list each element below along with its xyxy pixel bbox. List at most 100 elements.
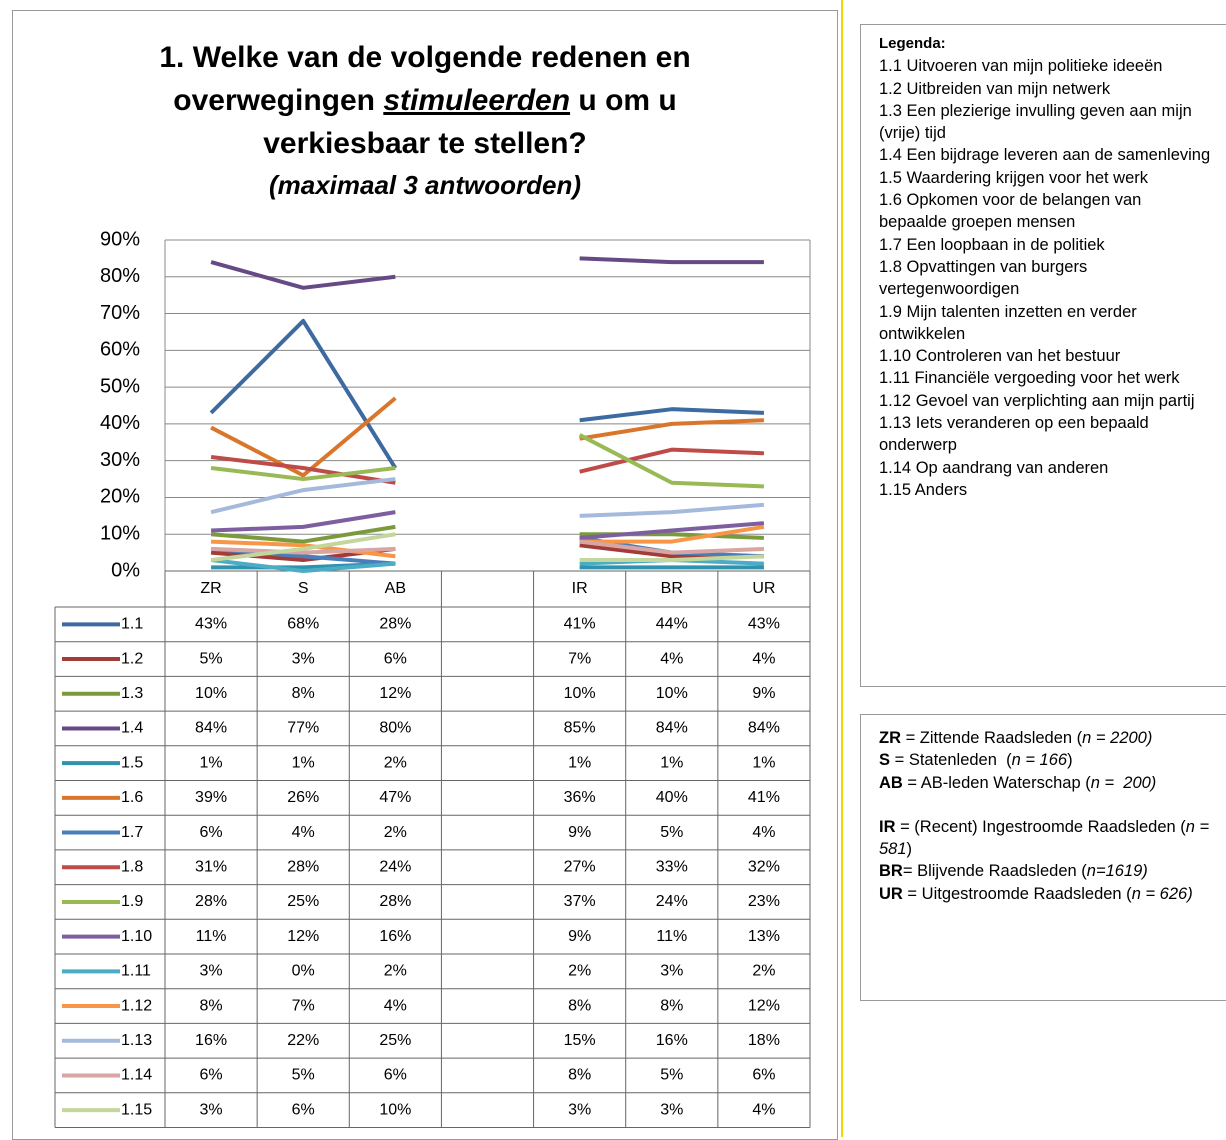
chart-subtitle: (maximaal 3 antwoorden) — [268, 170, 582, 200]
data-label: 9% — [568, 928, 591, 945]
definition-n: n = 581 — [879, 817, 1214, 859]
data-label: 43% — [748, 616, 780, 633]
legend-item: 1.13 Iets veranderen op een bepaald onde… — [879, 414, 1149, 455]
x-tick-label: S — [298, 580, 309, 597]
data-label: 4% — [384, 997, 407, 1014]
y-tick-label: 60% — [100, 339, 140, 361]
data-label: 7% — [568, 650, 591, 667]
data-label: 9% — [568, 824, 591, 841]
data-label: 6% — [200, 1067, 223, 1084]
data-label: 8% — [568, 997, 591, 1014]
data-label: 24% — [379, 858, 411, 875]
data-label: 41% — [748, 789, 780, 806]
legend-label: 1.5 — [121, 754, 143, 771]
data-label: 3% — [660, 963, 683, 980]
definitions-box: ZR = Zittende Raadsleden (n = 2200) S = S… — [860, 714, 1226, 1001]
definition-n: n = 166 — [1011, 751, 1068, 770]
legend-box: Legenda: 1.1 Uitvoeren van mijn politiek… — [860, 24, 1226, 687]
legend-label: 1.9 — [121, 893, 143, 910]
definition: AB = AB-leden Waterschap (n = 200) — [879, 772, 1211, 794]
title-emphasis: stimuleerden — [383, 84, 571, 117]
data-label: 5% — [660, 824, 683, 841]
definition-text: ) — [1067, 751, 1073, 770]
chart-title: 1. Welke van de volgende redenen en over… — [75, 36, 775, 205]
data-label: 23% — [748, 893, 780, 910]
legend-item: 1.10 Controleren van het bestuur — [879, 347, 1121, 366]
data-label: 6% — [752, 1067, 775, 1084]
definition-n: n = 200) — [1090, 773, 1157, 792]
data-label: 8% — [660, 997, 683, 1014]
data-label: 3% — [660, 1101, 683, 1118]
definition-text: = (Recent) Ingestroomde Raadsleden ( — [895, 817, 1186, 836]
legend-item: 1.11 Financiële vergoeding voor het werk — [879, 369, 1180, 388]
data-label: 10% — [379, 1101, 411, 1118]
x-tick-label: BR — [661, 580, 683, 597]
data-label: 2% — [384, 754, 407, 771]
data-label: 2% — [384, 824, 407, 841]
definition-abbr: IR — [879, 817, 896, 836]
y-tick-label: 20% — [100, 486, 140, 508]
data-label: 12% — [379, 685, 411, 702]
y-tick-label: 0% — [111, 559, 140, 581]
definition-n: n = 626) — [1131, 884, 1193, 903]
definition-abbr: S — [879, 751, 891, 770]
data-label: 9% — [752, 685, 775, 702]
legend-item: 1.4 Een bijdrage leveren aan de samenlev… — [879, 146, 1211, 165]
legend-heading: Legenda: — [879, 35, 946, 52]
legend-label: 1.4 — [121, 720, 143, 737]
y-tick-label: 40% — [100, 412, 140, 434]
definition-n: n = 2200) — [1082, 729, 1153, 747]
data-label: 40% — [656, 789, 688, 806]
data-label: 2% — [568, 963, 591, 980]
data-label: 3% — [568, 1101, 591, 1118]
data-label: 4% — [752, 650, 775, 667]
legend-item: 1.1 Uitvoeren van mijn politieke ideeën — [879, 57, 1163, 76]
legend-item: 1.5 Waardering krijgen voor het werk — [879, 168, 1149, 187]
legend-item: 1.14 Op aandrang van anderen — [879, 458, 1109, 477]
legend-label: 1.10 — [121, 928, 152, 945]
definition: UR = Uitgestroomde Raadsleden (n = 626) — [879, 883, 1211, 905]
series-line — [210, 524, 765, 559]
data-label: 6% — [384, 650, 407, 667]
definition: S = Statenleden (n = 166) — [879, 749, 1211, 771]
data-label: 22% — [287, 1032, 319, 1049]
definition-n: n=1619) — [1086, 862, 1148, 881]
definition-text: = Statenleden ( — [890, 751, 1012, 770]
data-label: 1% — [568, 754, 591, 771]
data-label: 84% — [748, 720, 780, 737]
definition: BR= Blijvende Raadsleden (n=1619) — [879, 860, 1211, 882]
definition: ZR = Zittende Raadsleden (n = 2200) — [879, 727, 1211, 749]
data-label: 5% — [292, 1067, 315, 1084]
definition-text: = Zittende Raadsleden ( — [901, 729, 1083, 747]
definition-text: ) — [906, 840, 913, 859]
data-label: 13% — [748, 928, 780, 945]
x-tick-label: UR — [752, 580, 775, 597]
data-label: 3% — [200, 1101, 223, 1118]
legend-item: 1.9 Mijn talenten inzetten en verder ont… — [879, 302, 1137, 343]
series-line — [210, 510, 765, 540]
definition-abbr: BR — [879, 862, 903, 881]
x-tick-label: IR — [572, 580, 588, 597]
legend-label: 1.7 — [121, 824, 143, 841]
data-label: 25% — [379, 1032, 411, 1049]
data-label: 1% — [292, 754, 315, 771]
legend-item: 1.12 Gevoel van verplichting aan mijn pa… — [879, 391, 1195, 410]
data-label: 1% — [660, 754, 683, 771]
legend-item: 1.3 Een plezierige invulling geven aan m… — [879, 101, 1192, 143]
legend-label: 1.15 — [121, 1101, 152, 1118]
data-label: 15% — [564, 1032, 596, 1049]
legend-item: 1.8 Opvattingen van burgers vertegenwoor… — [879, 257, 1088, 299]
data-label: 37% — [564, 893, 596, 910]
data-label: 36% — [564, 789, 596, 806]
data-label: 84% — [195, 720, 227, 737]
legend-label: 1.13 — [121, 1032, 152, 1049]
data-label: 8% — [200, 997, 223, 1014]
legend-label: 1.14 — [121, 1067, 152, 1084]
data-label: 10% — [656, 685, 688, 702]
data-label: 6% — [292, 1101, 315, 1118]
definition-text: = Uitgestroomde Raadsleden ( — [902, 884, 1132, 903]
data-label: 44% — [656, 616, 688, 633]
data-label: 10% — [195, 685, 227, 702]
title-text: overwegingen — [173, 84, 375, 117]
x-tick-label: AB — [385, 580, 406, 597]
